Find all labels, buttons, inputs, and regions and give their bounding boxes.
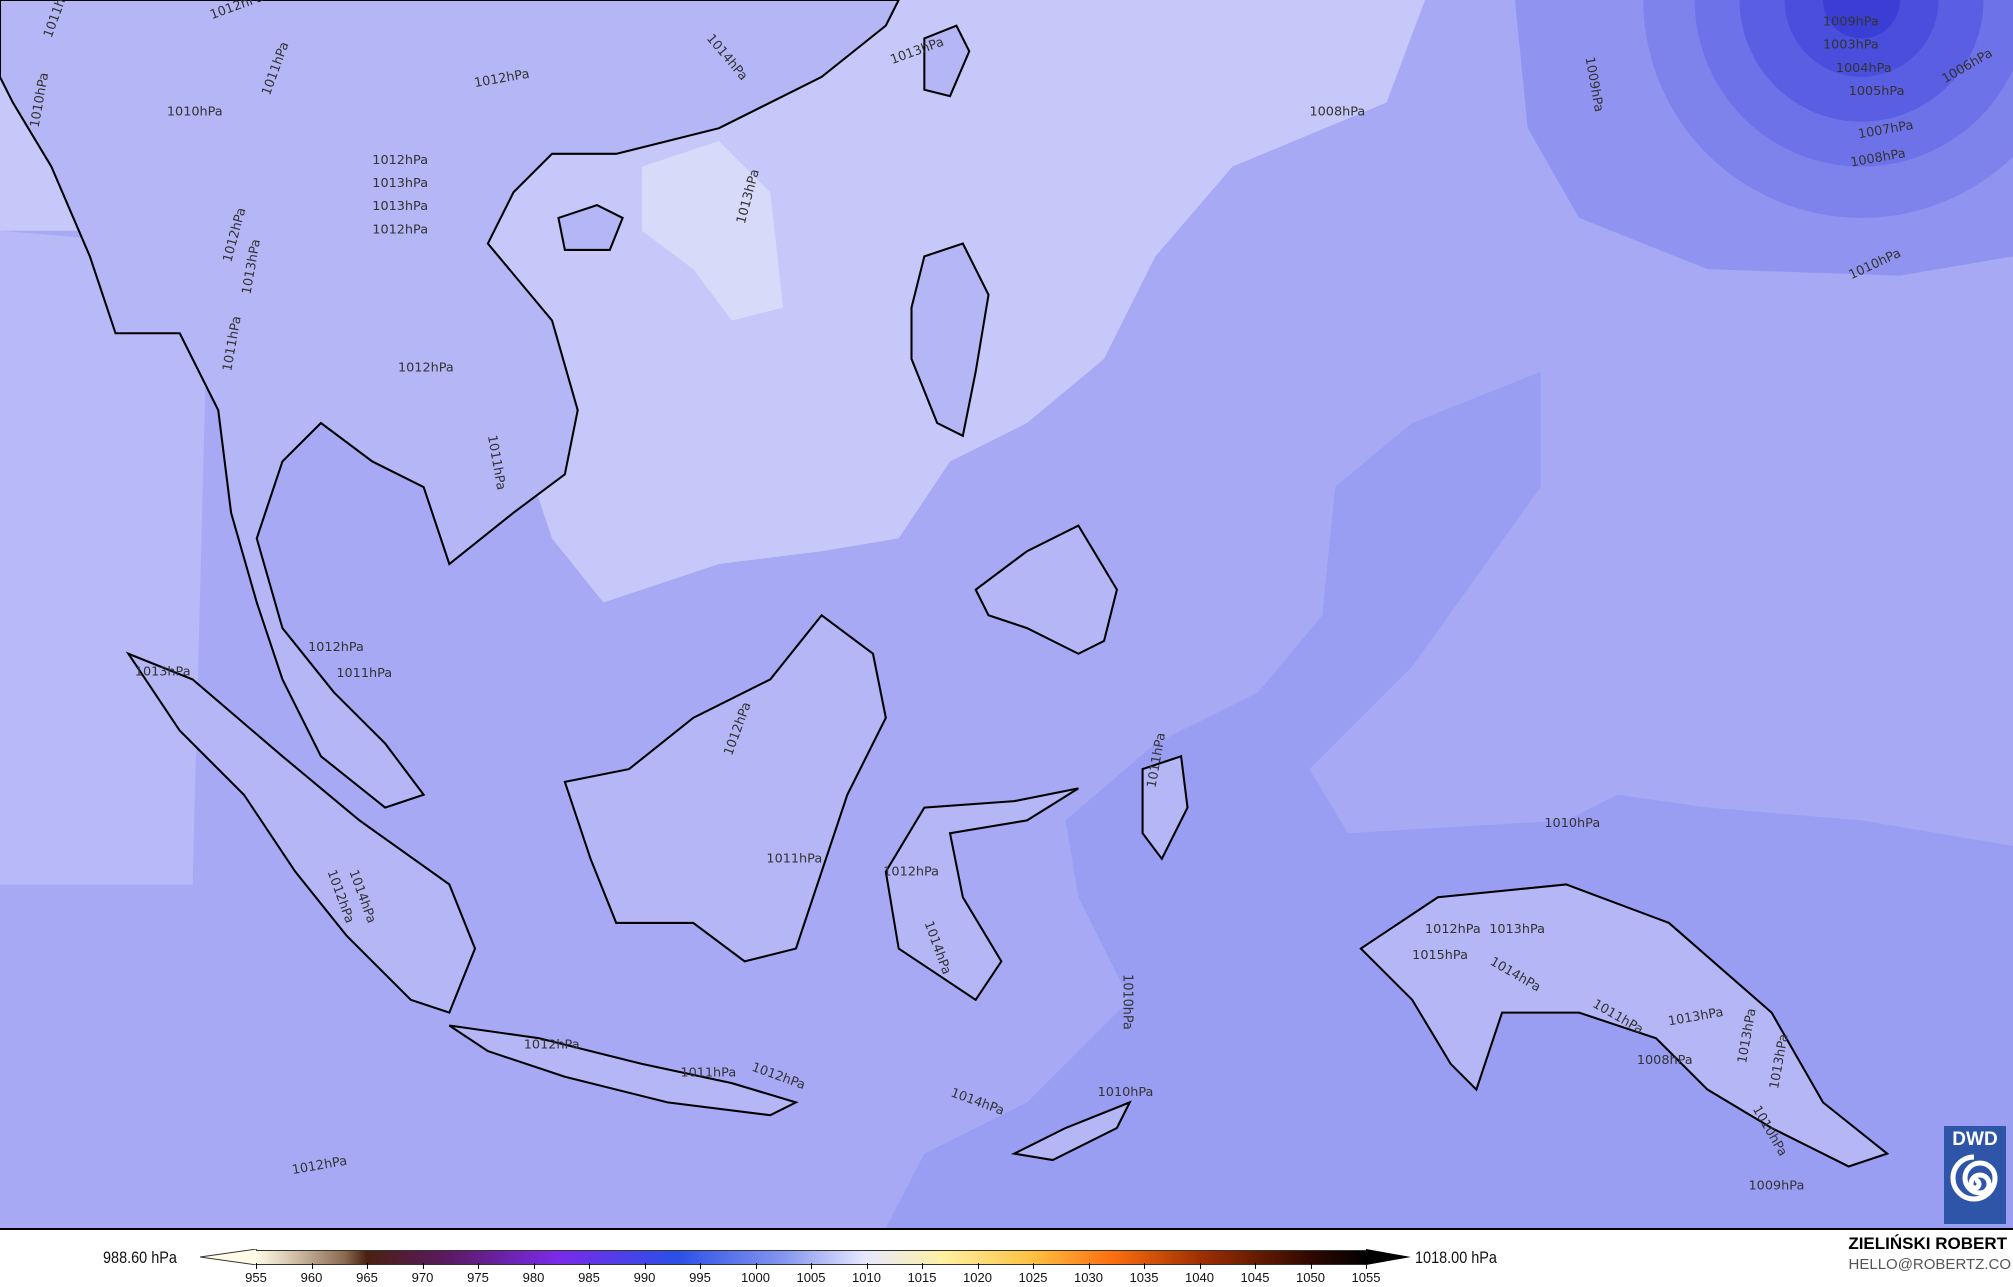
tick-mark xyxy=(866,1263,868,1269)
tick-label: 1040 xyxy=(1185,1270,1214,1285)
tick-mark xyxy=(256,1263,257,1269)
borneo xyxy=(563,613,887,963)
contour-label: 1009hPa xyxy=(1749,1179,1805,1194)
tick-label: 1025 xyxy=(1018,1270,1048,1285)
dwd-logo-text: DWD xyxy=(1952,1129,1998,1150)
sumatra xyxy=(125,651,477,1014)
author-email[interactable]: HELLO@ROBERTZ.CO xyxy=(1848,1256,2011,1273)
dwd-logo: DWD xyxy=(1944,1126,2006,1224)
tick-mark xyxy=(367,1263,368,1269)
contour-label: 1004hPa xyxy=(1836,61,1892,76)
tick-label: 955 xyxy=(245,1270,267,1285)
higher-pressure-region xyxy=(641,141,784,321)
spiral-icon xyxy=(1950,1154,1998,1202)
tick-label: 985 xyxy=(578,1270,600,1285)
pressure-map: 1012hPa 1011hPa 1012hPa 1010hPa 1010hPa 1011h… xyxy=(0,0,2013,1230)
tick-mark xyxy=(478,1263,479,1269)
tick-mark xyxy=(311,1263,313,1269)
max-pressure-label: 1018.00 hPa xyxy=(1415,1248,1497,1267)
contour-label: 1012hPa xyxy=(883,865,939,880)
sulawesi xyxy=(884,787,1079,1002)
timor xyxy=(1010,1100,1132,1162)
contour-label: 1012hPa xyxy=(308,640,364,655)
contour-label: 1005hPa xyxy=(1849,84,1905,99)
tick-mark xyxy=(589,1263,590,1269)
tick-label: 990 xyxy=(633,1270,656,1285)
tick-mark xyxy=(700,1263,701,1269)
mainland-asia xyxy=(0,0,900,809)
tick-mark xyxy=(422,1263,424,1269)
contour-label: 1012hPa xyxy=(524,1038,580,1053)
ne-low-core xyxy=(1823,0,1901,39)
colorbar-right-arrow xyxy=(1366,1249,1411,1265)
contour-label: 1011hPa xyxy=(336,666,392,681)
tick-label: 995 xyxy=(689,1270,711,1285)
tick-label: 980 xyxy=(522,1270,545,1285)
tick-label: 960 xyxy=(300,1270,323,1285)
contour-label: 1012hPa xyxy=(1425,922,1481,937)
java xyxy=(448,1024,799,1117)
tick-mark xyxy=(755,1263,757,1269)
landmasses xyxy=(0,0,1890,1168)
contour-label: 1010hPa xyxy=(1119,974,1134,1030)
contour-label: 1013hPa xyxy=(372,199,428,214)
tick-mark xyxy=(811,1263,812,1269)
contour-label: 1011hPa xyxy=(766,852,822,867)
contour-label: 1013hPa xyxy=(1489,922,1545,937)
tick-mark xyxy=(1255,1263,1256,1269)
contour-label: 1010hPa xyxy=(1544,816,1600,831)
hainan xyxy=(557,203,624,251)
tick-mark xyxy=(1033,1263,1034,1269)
tick-mark xyxy=(1199,1263,1201,1269)
contour-label: 1008hPa xyxy=(1637,1053,1693,1068)
tick-mark xyxy=(533,1263,535,1269)
contour-label: 1003hPa xyxy=(1823,38,1879,53)
taiwan xyxy=(923,24,971,98)
west-region xyxy=(0,230,206,885)
contour-label: 1015hPa xyxy=(1412,948,1468,963)
contour-label: 1011hPa xyxy=(680,1066,736,1081)
tick-mark xyxy=(922,1263,923,1269)
min-pressure-label: 988.60 hPa xyxy=(103,1248,177,1267)
tick-mark xyxy=(1144,1263,1145,1269)
contour-label: 1010hPa xyxy=(167,104,223,119)
tick-label: 1030 xyxy=(1074,1270,1103,1285)
tick-label: 1045 xyxy=(1240,1270,1270,1285)
tick-mark xyxy=(644,1263,646,1269)
contour-label: 1012hPa xyxy=(372,222,428,237)
tick-label: 970 xyxy=(411,1270,434,1285)
tick-label: 1050 xyxy=(1296,1270,1325,1285)
tick-label: 1015 xyxy=(907,1270,937,1285)
tick-label: 975 xyxy=(467,1270,489,1285)
contour-label: 1008hPa xyxy=(1309,104,1365,119)
tick-mark xyxy=(1310,1263,1312,1269)
tick-label: 965 xyxy=(356,1270,378,1285)
mindanao xyxy=(974,524,1119,655)
author-name: ZIELIŃSKI ROBERT xyxy=(1848,1234,2007,1253)
colorbar-legend: 988.60 hPa 955 960 965 970 975 980 985 990 995 10… xyxy=(0,1232,2013,1287)
colorbar-left-arrow xyxy=(200,1249,257,1265)
contour-label: 1013hPa xyxy=(372,176,428,191)
contour-label: 1012hPa xyxy=(398,361,454,376)
contour-label: 1010hPa xyxy=(1098,1085,1154,1100)
luzon xyxy=(910,242,990,438)
tick-label: 1035 xyxy=(1129,1270,1159,1285)
tick-mark xyxy=(977,1263,979,1269)
halmahera xyxy=(1141,754,1189,861)
tick-mark xyxy=(1366,1263,1367,1269)
tick-label: 1020 xyxy=(963,1270,992,1285)
contour-label: 1009hPa xyxy=(1823,15,1879,30)
tick-label: 1055 xyxy=(1351,1270,1381,1285)
new-guinea xyxy=(1359,883,1890,1168)
tick-label: 1010 xyxy=(852,1270,881,1285)
contour-label: 1013hPa xyxy=(135,665,191,680)
tick-mark xyxy=(1088,1263,1090,1269)
tick-label: 1000 xyxy=(741,1270,770,1285)
tick-label: 1005 xyxy=(796,1270,826,1285)
contour-label: 1012hPa xyxy=(372,153,428,168)
